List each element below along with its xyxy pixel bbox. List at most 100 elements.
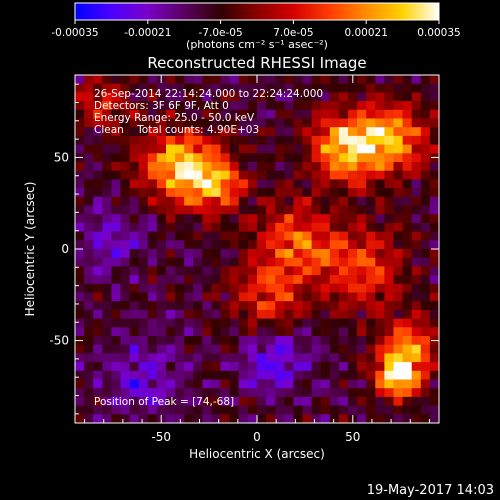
heatmap-cell: [247, 336, 258, 346]
heatmap-cell: [329, 301, 340, 311]
heatmap-cell: [402, 92, 413, 102]
heatmap-cell: [402, 249, 413, 259]
heatmap-cell: [120, 75, 130, 85]
heatmap-cell: [175, 135, 185, 145]
heatmap-cell: [402, 283, 413, 293]
heatmap-cell: [202, 188, 212, 198]
heatmap-cell: [402, 309, 413, 319]
heatmap-cell: [147, 292, 158, 302]
heatmap-cell: [320, 118, 331, 128]
heatmap-cell: [229, 92, 240, 102]
heatmap-cell: [138, 231, 149, 241]
heatmap-cell: [429, 353, 440, 363]
heatmap-cell: [93, 109, 103, 119]
heatmap-cell: [348, 266, 358, 276]
heatmap-cell: [93, 153, 103, 163]
heatmap-cell: [302, 336, 312, 346]
heatmap-cell: [375, 309, 385, 319]
heatmap-cell: [156, 196, 167, 206]
heatmap-cell: [75, 101, 85, 111]
heatmap-cell: [147, 336, 158, 346]
heatmap-cell: [366, 240, 376, 250]
heatmap-cell: [175, 309, 185, 319]
heatmap-cell: [266, 231, 276, 241]
heatmap-cell: [220, 135, 231, 145]
heatmap-cell: [375, 162, 385, 172]
heatmap-cell: [175, 266, 185, 276]
heatmap-cell: [84, 336, 94, 346]
heatmap-cell: [211, 405, 221, 415]
heatmap-cell: [420, 292, 431, 302]
heatmap-cell: [257, 188, 267, 198]
heatmap-cell: [247, 170, 258, 180]
heatmap-cell: [229, 301, 240, 311]
heatmap-cell: [375, 249, 385, 259]
heatmap-cell: [138, 101, 149, 111]
heatmap-cell: [93, 283, 103, 293]
heatmap-cell: [357, 118, 367, 128]
heatmap-cell: [247, 75, 258, 85]
heatmap-cell: [129, 101, 140, 111]
heatmap-cell: [320, 101, 331, 111]
heatmap-cell: [411, 388, 422, 398]
heatmap-cell: [147, 240, 158, 250]
heatmap-cell: [284, 292, 294, 302]
heatmap-cell: [320, 214, 331, 224]
heatmap-cell: [266, 396, 276, 406]
heatmap-cell: [238, 292, 249, 302]
annotation-time-range: 26-Sep-2014 22:14:24.000 to 22:24:24.000: [94, 88, 323, 100]
heatmap-cell: [420, 370, 431, 380]
heatmap-cell: [329, 388, 340, 398]
heatmap-cell: [338, 214, 349, 224]
heatmap-cell: [284, 144, 294, 154]
heatmap-cell: [302, 396, 312, 406]
heatmap-cell: [111, 188, 121, 198]
heatmap-cell: [138, 388, 149, 398]
heatmap-cell: [420, 266, 431, 276]
heatmap-cell: [75, 144, 85, 154]
heatmap-cell: [311, 344, 322, 354]
heatmap-cell: [229, 292, 240, 302]
heatmap-cell: [84, 222, 94, 232]
heatmap-cell: [284, 379, 294, 389]
heatmap-cell: [411, 196, 422, 206]
heatmap-cell: [184, 214, 194, 224]
heatmap-cell: [184, 205, 194, 215]
heatmap-cell: [120, 118, 130, 128]
heatmap-cell: [102, 179, 112, 189]
heatmap-cell: [175, 231, 185, 241]
heatmap-cell: [293, 205, 303, 215]
heatmap-cell: [247, 92, 258, 102]
heatmap-cell: [393, 222, 403, 232]
colorbar-tick-label: -0.00021: [124, 27, 171, 39]
heatmap-cell: [257, 231, 267, 241]
heatmap-cell: [220, 405, 231, 415]
heatmap-cell: [120, 222, 130, 232]
heatmap-cell: [175, 353, 185, 363]
heatmap-cell: [311, 135, 322, 145]
heatmap-cell: [293, 327, 303, 337]
heatmap-cell: [102, 75, 112, 85]
heatmap-cell: [175, 370, 185, 380]
heatmap-cell: [284, 266, 294, 276]
heatmap-cell: [138, 118, 149, 128]
heatmap-cell: [129, 379, 140, 389]
heatmap-cell: [384, 75, 394, 85]
heatmap-cell: [102, 379, 112, 389]
heatmap-cell: [193, 292, 203, 302]
heatmap-cell: [156, 292, 167, 302]
heatmap-cell: [338, 231, 349, 241]
heatmap-cell: [329, 405, 340, 415]
heatmap-cell: [429, 362, 440, 372]
heatmap-cell: [193, 179, 203, 189]
heatmap-cell: [184, 109, 194, 119]
heatmap-cell: [338, 283, 349, 293]
heatmap-cell: [338, 336, 349, 346]
heatmap-cell: [102, 309, 112, 319]
heatmap-cell: [411, 214, 422, 224]
heatmap-image: [75, 75, 440, 424]
heatmap-cell: [129, 144, 140, 154]
heatmap-cell: [429, 118, 440, 128]
heatmap-cell: [220, 75, 231, 85]
heatmap-cell: [129, 83, 140, 93]
